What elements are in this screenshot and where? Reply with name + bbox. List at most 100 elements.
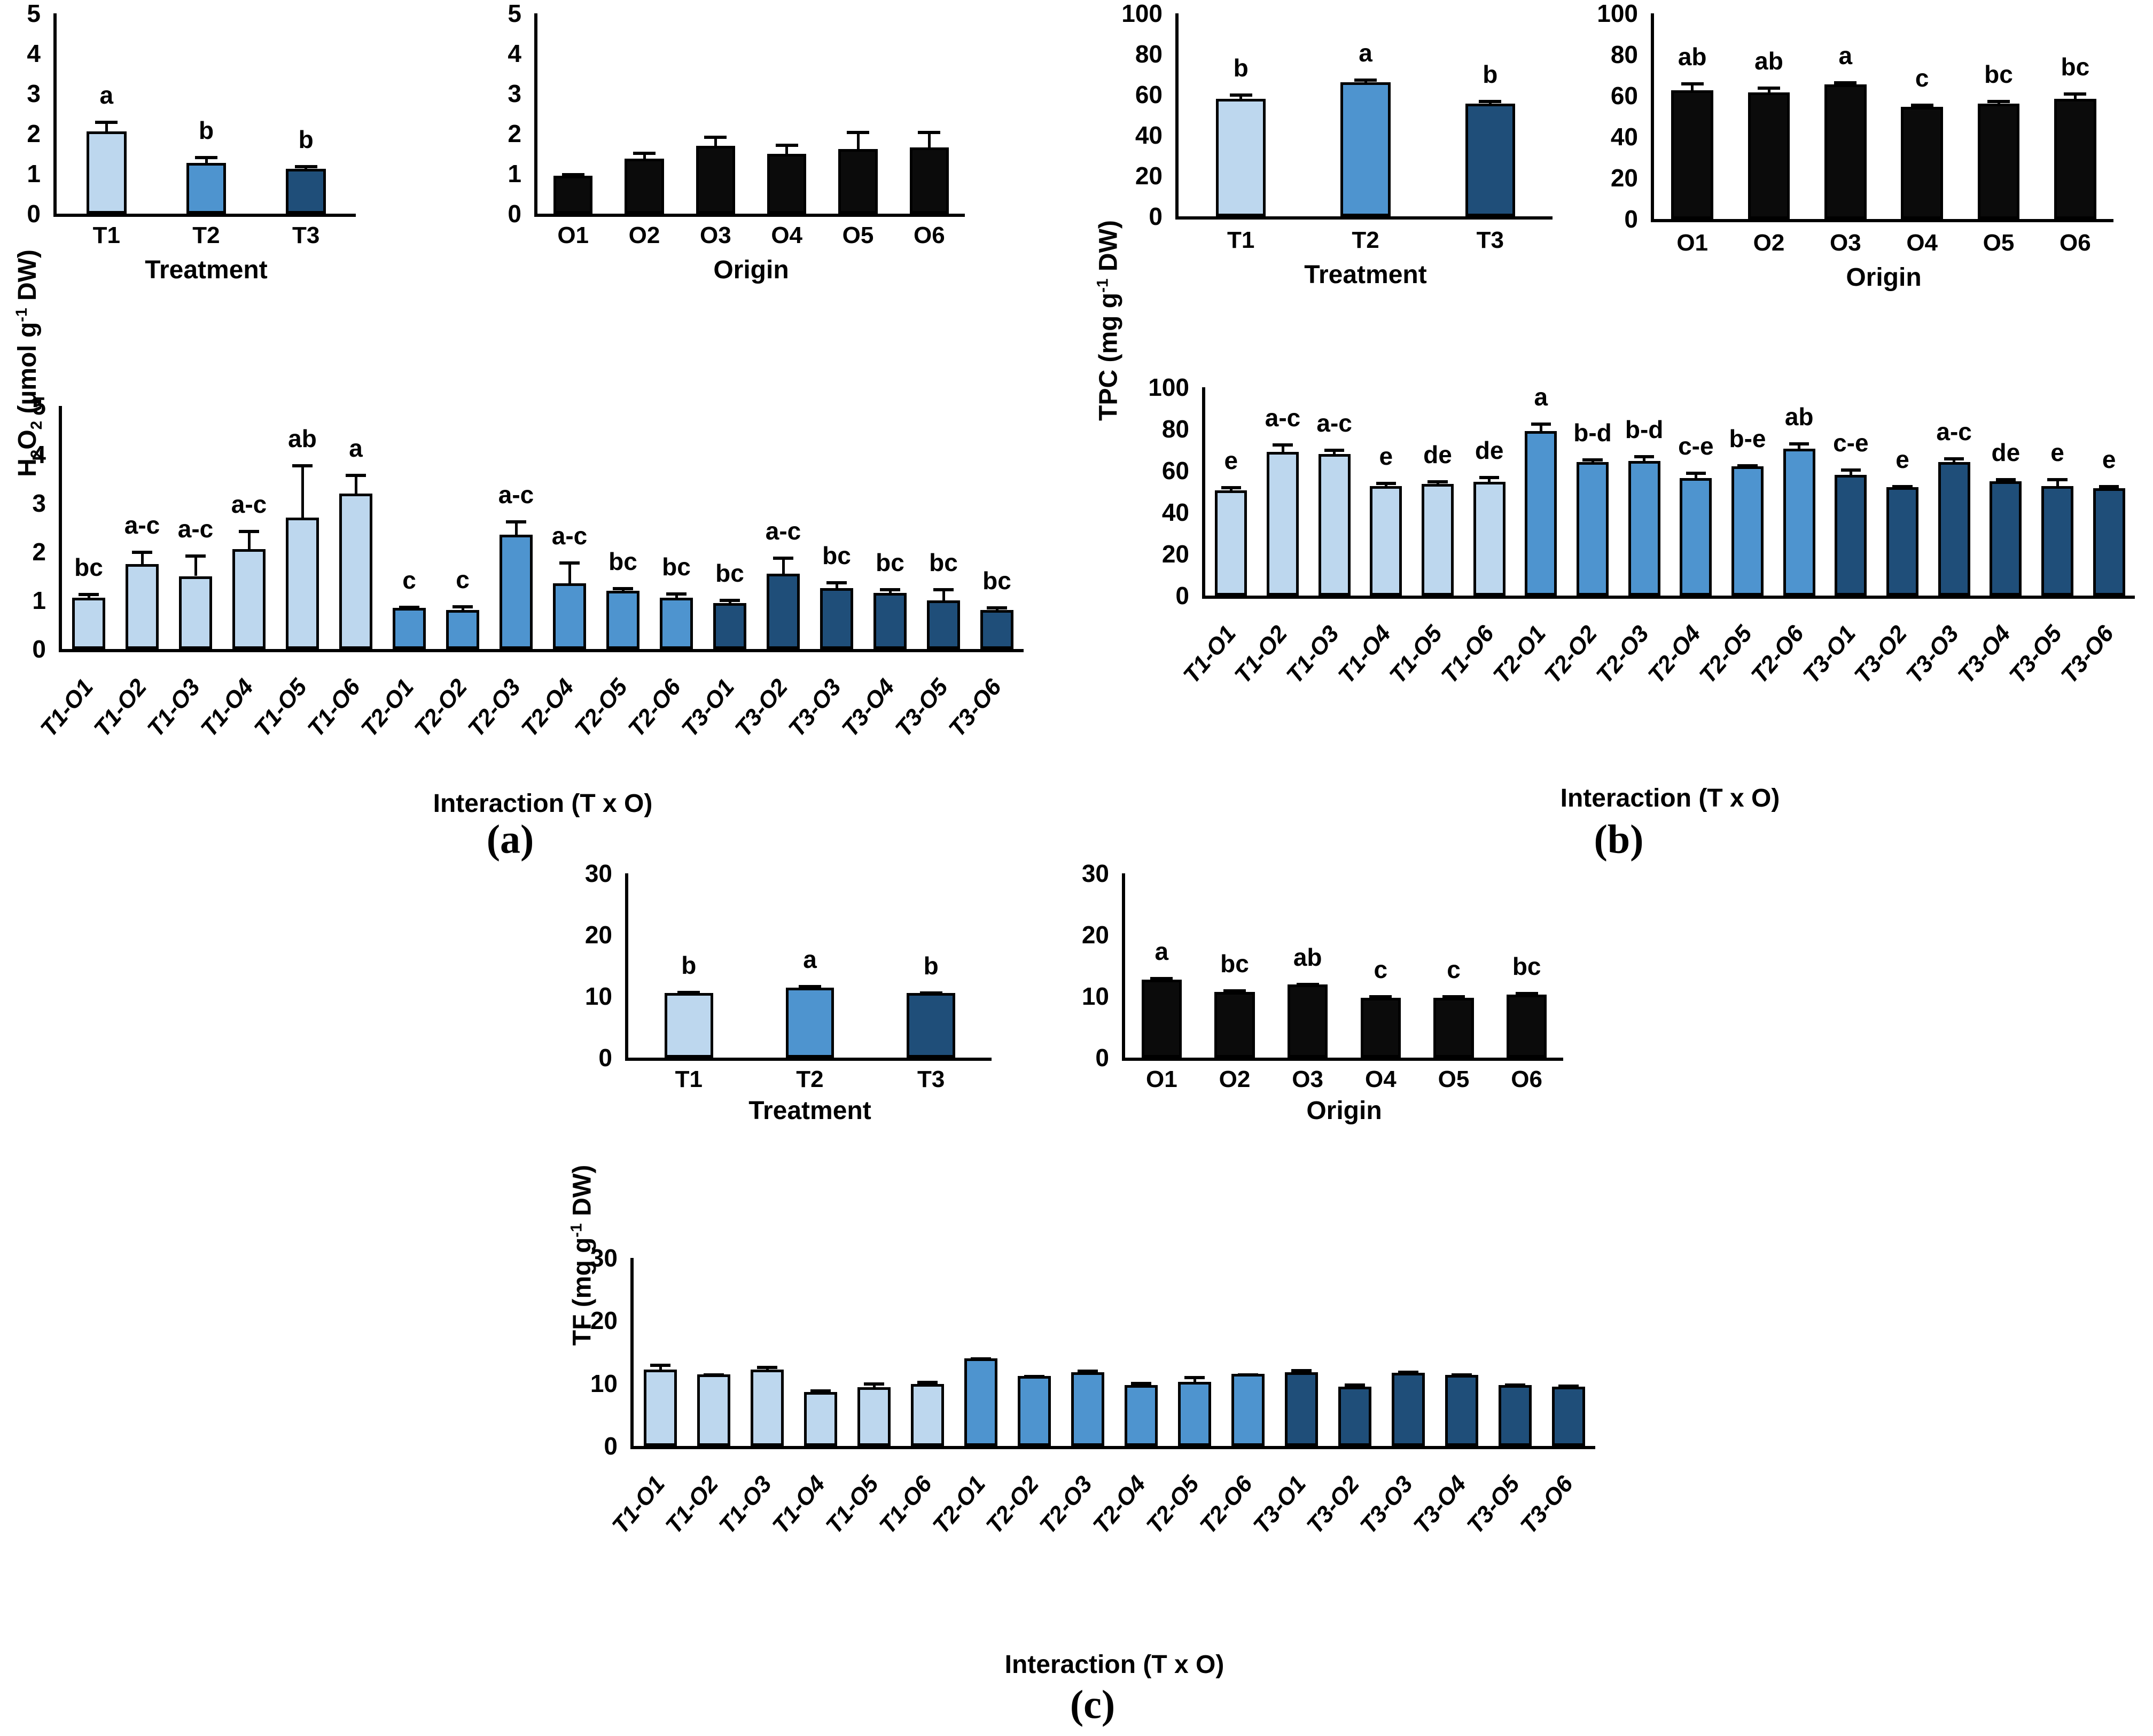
significance-letter: a <box>1359 38 1372 67</box>
x-tick-label: T3-O4 <box>837 674 900 742</box>
significance-letter: a-c <box>1316 409 1352 437</box>
x-tick-label: T2-O1 <box>356 674 419 742</box>
bar <box>1392 1372 1425 1446</box>
bar <box>2041 486 2073 596</box>
error-bar-stem <box>643 151 646 159</box>
bar <box>713 603 746 649</box>
bar <box>1990 481 2022 596</box>
bar <box>980 610 1013 649</box>
error-bar-cap <box>1681 82 1704 85</box>
error-bar-cap <box>1427 480 1448 483</box>
x-tick-label: T1-O2 <box>1229 620 1293 689</box>
significance-letter: ab <box>1754 46 1783 75</box>
error-bar-stem <box>785 143 789 154</box>
y-tick-label: 100 <box>1597 0 1638 27</box>
error-bar-stem <box>205 156 208 163</box>
y-tick-label: 0 <box>1624 205 1638 233</box>
bar <box>1340 82 1391 216</box>
x-tick-label: T2-O2 <box>981 1471 1044 1539</box>
significance-letter: bc <box>1984 60 2013 88</box>
bar <box>2093 488 2125 596</box>
bar <box>696 145 735 214</box>
significance-letter: b <box>923 951 939 980</box>
y-tick-label: 10 <box>584 982 612 1010</box>
error-bar-cap <box>863 1382 885 1386</box>
bar <box>660 598 693 649</box>
error-bar-cap <box>2064 92 2087 96</box>
error-bar-stem <box>247 530 251 550</box>
x-tick-label: T3 <box>917 1066 945 1092</box>
y-tick-label: 60 <box>1161 457 1189 484</box>
error-bar-cap <box>292 464 313 468</box>
significance-letter: b <box>1233 54 1249 82</box>
bar <box>857 1387 891 1446</box>
significance-letter: a-c <box>124 511 160 539</box>
significance-letter: c <box>1915 64 1929 92</box>
y-tick-label: 1 <box>508 160 521 187</box>
error-bar-cap <box>1344 1383 1366 1387</box>
y-tick-label: 0 <box>1095 1044 1109 1072</box>
x-tick-label: T3-O2 <box>1849 620 1913 689</box>
bar <box>785 987 834 1058</box>
x-tick-label: T1-O5 <box>249 674 313 742</box>
y-tick-label: 0 <box>27 200 41 228</box>
x-tick-label: T2-O5 <box>570 674 633 742</box>
error-bar-cap <box>1451 1373 1472 1377</box>
error-bar-cap <box>559 561 580 565</box>
x-tick-label: T2-O4 <box>1643 620 1706 689</box>
bar <box>1231 1374 1265 1446</box>
x-tick-label: O5 <box>1438 1066 1470 1092</box>
bar <box>553 175 593 214</box>
bar <box>87 131 127 214</box>
y-tick-label: 30 <box>584 859 612 887</box>
bar <box>964 1358 997 1446</box>
error-bar-cap <box>78 593 99 597</box>
significance-letter: e <box>2102 445 2116 474</box>
significance-letter: c-e <box>1678 432 1714 460</box>
x-tick-label: T1-O4 <box>1333 620 1396 689</box>
error-bar-stem <box>927 130 931 148</box>
y-tick-label: 5 <box>32 392 46 420</box>
x-axis-title: Treatment <box>145 256 268 284</box>
chart-c-interaction: 0 10 20 30 T1-O1 T1-O2 T1-O3 T1-O4 T1-O5 T1-O6 T2-… <box>590 1246 1595 1679</box>
x-tick-label: T3-O6 <box>2056 620 2119 689</box>
x-tick-label: T2-O1 <box>1488 620 1551 689</box>
bar <box>907 993 955 1058</box>
significance-letter: a-c <box>177 514 214 543</box>
error-bar-stem <box>782 557 785 574</box>
significance-letter: a <box>1154 937 1169 966</box>
significance-letter: bc <box>1220 950 1249 978</box>
x-tick-label: T1-O6 <box>302 674 366 742</box>
bar <box>1370 486 1402 596</box>
x-tick-label: T1-O5 <box>1384 620 1448 689</box>
x-tick-label: T3-O1 <box>676 674 740 742</box>
error-bar-cap <box>1184 1375 1205 1379</box>
bar <box>1018 1375 1051 1446</box>
y-tick-label: 5 <box>508 0 521 27</box>
error-bar-cap <box>917 1380 938 1384</box>
significance-letter: e <box>1895 445 1909 474</box>
bar <box>1267 451 1299 596</box>
x-tick-label: T2-O4 <box>516 674 580 742</box>
x-tick-label: T1-O1 <box>607 1471 670 1539</box>
error-bar-stem <box>514 520 518 535</box>
x-tick-label: T2 <box>1352 227 1379 253</box>
y-tick-label: 60 <box>1610 82 1638 110</box>
error-bar-cap <box>1376 482 1396 486</box>
significance-letter: c <box>402 566 416 594</box>
bar <box>1288 984 1328 1058</box>
bar <box>553 583 586 649</box>
error-bar-cap <box>561 173 584 177</box>
error-bar-cap <box>1398 1371 1419 1374</box>
error-bar-cap <box>756 1365 778 1369</box>
error-bar-cap <box>633 151 656 155</box>
significance-letter: b <box>198 116 214 144</box>
y-tick-label: 0 <box>604 1432 618 1460</box>
error-bar-cap <box>95 121 118 124</box>
significance-letter: a-c <box>231 490 267 519</box>
bar <box>1465 104 1515 216</box>
error-bar-stem <box>2056 478 2059 487</box>
x-tick-label: T1-O6 <box>874 1471 938 1539</box>
x-tick-label: T3 <box>1476 227 1504 253</box>
